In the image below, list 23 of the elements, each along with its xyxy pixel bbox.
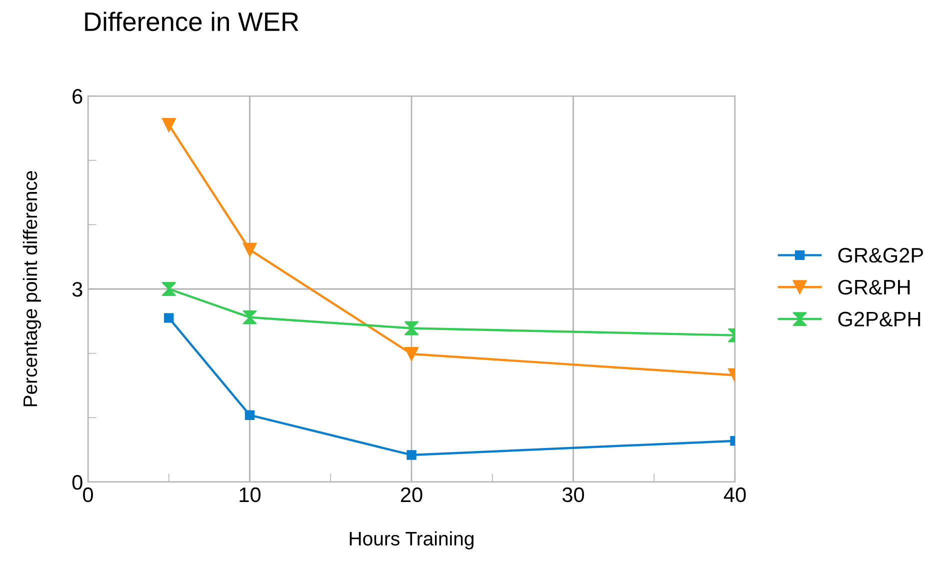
- x-axis-title: Hours Training: [350, 531, 474, 550]
- point: [244, 410, 255, 420]
- x-tick-label: 40: [724, 487, 746, 502]
- point: [404, 321, 418, 336]
- x-tick-label: 0: [83, 487, 93, 502]
- point: [242, 310, 257, 324]
- point: [164, 313, 174, 323]
- legend-label: GR&PH: [838, 280, 910, 295]
- y-axis-title: Percentage point difference: [22, 171, 41, 406]
- x-tick-label: 30: [562, 487, 584, 502]
- x-tick-label: 10: [240, 487, 261, 502]
- y-tick-label: 3: [72, 282, 82, 297]
- y-tick-label: 0: [72, 475, 82, 490]
- point: [162, 118, 176, 132]
- legend-label: GR&G2P: [838, 248, 923, 263]
- point: [406, 450, 416, 460]
- point: [162, 282, 176, 296]
- point: [404, 347, 418, 361]
- legend-label: G2P&PH: [838, 312, 920, 327]
- point: [242, 242, 257, 257]
- y-tick-label: 6: [72, 89, 82, 104]
- chart-title: Difference in WER: [85, 12, 298, 32]
- x-tick-label: 20: [400, 487, 422, 502]
